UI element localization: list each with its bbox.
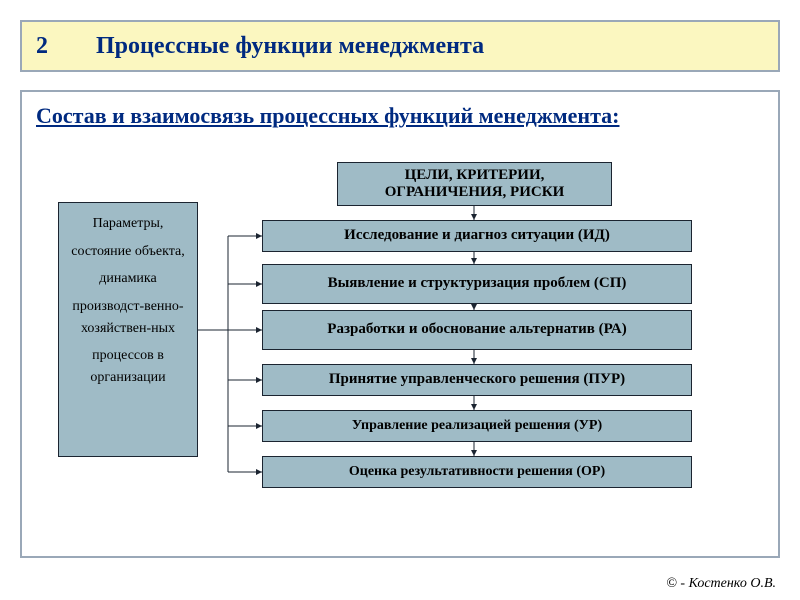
process-box-or: Оценка результативности решения (ОР) bbox=[262, 456, 692, 488]
title-text: Процессные функции менеджмента bbox=[96, 33, 484, 60]
title-number: 2 bbox=[36, 33, 96, 60]
process-box-ur: Управление реализацией решения (УР) bbox=[262, 410, 692, 442]
diagram: Параметры,состояние объекта,динамикапрои… bbox=[22, 92, 778, 556]
content-frame: Состав и взаимосвязь процессных функций … bbox=[20, 90, 780, 558]
process-box-ra: Разработки и обоснование альтернатив (РА… bbox=[262, 310, 692, 350]
process-box-goals: ЦЕЛИ, КРИТЕРИИ, ОГРАНИЧЕНИЯ, РИСКИ bbox=[337, 162, 612, 206]
title-banner: 2 Процессные функции менеджмента bbox=[20, 20, 780, 72]
process-box-sp: Выявление и структуризация проблем (СП) bbox=[262, 264, 692, 304]
parameters-box: Параметры,состояние объекта,динамикапрои… bbox=[58, 202, 198, 457]
credit-line: © - Костенко О.В. bbox=[666, 576, 776, 592]
process-box-id: Исследование и диагноз ситуации (ИД) bbox=[262, 220, 692, 252]
process-box-pur: Принятие управленческого решения (ПУР) bbox=[262, 364, 692, 396]
